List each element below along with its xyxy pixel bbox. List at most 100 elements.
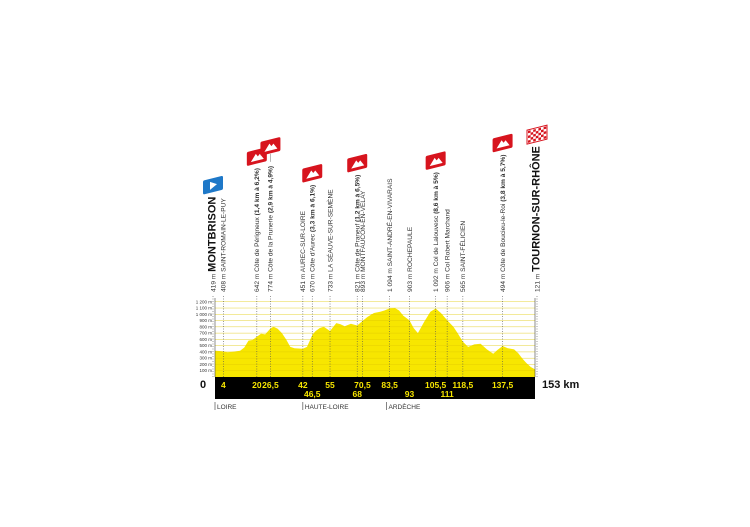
waypoint-label: 642 m Côte de Périgneux (1,4 km à 6,2%) <box>254 168 261 292</box>
checker <box>535 135 539 139</box>
altitude: 494 m <box>500 272 507 292</box>
checker <box>543 126 547 130</box>
checker <box>533 138 536 142</box>
mountain-glyph <box>496 140 510 149</box>
checker <box>543 131 547 135</box>
waypoint: 670 m Côte d'Aurec (3,3 km à 6,1%) <box>302 164 323 377</box>
altitude: 906 m <box>444 272 451 292</box>
checker <box>533 128 536 132</box>
waypoint: 451 m AUREC-SUR-LOIRE <box>300 210 307 377</box>
altitude: 733 m <box>327 272 334 292</box>
climb-detail: (8,6 km à 5%) <box>433 172 440 216</box>
altitude: 642 m <box>254 272 261 292</box>
km-label: 137,5 <box>492 380 514 390</box>
km-label: 26,5 <box>262 380 279 390</box>
department-label: LOIRE <box>214 402 237 411</box>
altitude: 565 m <box>460 272 467 292</box>
place-name: MONTFAUCON-EN-VELAY <box>360 190 367 272</box>
checker <box>535 130 539 134</box>
distance-band <box>215 377 535 399</box>
place-name: SAINT-FÉLICIEN <box>458 221 467 272</box>
checker <box>541 134 544 138</box>
waypoint-label: 821 m Côte de Praneuf (1,2 km à 6,5%) <box>355 175 362 292</box>
department-label: ARDÈCHE <box>386 402 421 411</box>
department-name: ARDÈCHE <box>389 402 421 411</box>
climb-detail: (3,8 km à 5,7%) <box>500 155 507 204</box>
place-name: Côte de Périgneux <box>254 217 261 272</box>
km-label: 68 <box>352 389 362 399</box>
waypoint-label: 419 m MONTBRISON <box>206 197 218 292</box>
km-label: 105,5 <box>425 380 447 390</box>
place-name: Côte de la Prunerie <box>268 215 275 272</box>
arrow-glyph <box>210 181 217 190</box>
checker <box>538 132 541 136</box>
y-tick-label: 200 m <box>199 362 212 367</box>
waypoint: 821 m Côte de Praneuf (1,2 km à 6,5%) <box>347 154 368 377</box>
km-label: 70,5 <box>354 380 371 390</box>
waypoint: 893 m MONTFAUCON-EN-VELAY <box>360 190 367 377</box>
checker <box>533 133 536 137</box>
waypoint-label: 906 m Col Robert Marchand <box>444 209 451 292</box>
checker <box>538 127 541 131</box>
waypoint: 565 m SAINT-FÉLICIEN <box>458 221 467 377</box>
waypoint-label: 451 m AUREC-SUR-LOIRE <box>300 210 307 292</box>
place-name: MONTBRISON <box>206 197 218 272</box>
altitude: 670 m <box>310 272 317 292</box>
waypoint: 121 m TOURNON-SUR-RHÔNE <box>526 124 548 377</box>
place-name: ROCHEPAULE <box>407 226 414 272</box>
waypoint: 494 m Côte de Boucieu-le-Roi (3,8 km à 5… <box>492 133 513 377</box>
waypoint: 419 m MONTBRISON <box>203 175 223 377</box>
place-name: Côte de Boucieu-le-Roi <box>500 203 507 272</box>
y-tick-label: 500 m <box>199 343 212 348</box>
km-label: 42 <box>298 380 308 390</box>
km-label: 20 <box>252 380 262 390</box>
y-tick-label: 100 m <box>199 368 212 373</box>
waypoint-label: 1 092 m Col de Lalouvesc (8,6 km à 5%) <box>433 172 440 292</box>
checker <box>541 129 544 133</box>
climb-detail: (2,9 km à 4,9%) <box>268 166 275 215</box>
waypoint: 408 m SAINT-ROMAIN-LE-PUY <box>221 198 228 377</box>
waypoint-label: 893 m MONTFAUCON-EN-VELAY <box>360 190 367 292</box>
checker <box>543 135 547 140</box>
km-label: 46,5 <box>304 389 321 399</box>
mountain-glyph <box>264 143 278 152</box>
waypoint-label: 1 094 m SAINT-ANDRÉ-EN-VIVARAIS <box>385 178 394 292</box>
checker <box>528 135 531 139</box>
checker <box>530 131 534 136</box>
km-label: 55 <box>325 380 335 390</box>
place-name: Côte de Praneuf <box>355 224 362 272</box>
waypoint-label: 733 m LA SÉAUVE-SUR-SEMÈNE <box>325 189 334 292</box>
mountain-glyph <box>351 160 365 169</box>
mountain-climb-icon <box>260 137 281 156</box>
waypoint-label: 121 m TOURNON-SUR-RHÔNE <box>529 146 542 292</box>
waypoint: 1 094 m SAINT-ANDRÉ-EN-VIVARAIS <box>385 178 394 377</box>
y-tick-label: 400 m <box>199 349 212 354</box>
start-arrow-icon <box>203 175 223 195</box>
checker <box>528 139 531 143</box>
place-name: Col Robert Marchand <box>444 209 451 272</box>
y-tick-label: 800 m <box>199 324 212 329</box>
altitude: 451 m <box>300 272 307 292</box>
distance-label: 153 km <box>542 379 580 391</box>
waypoint: 1 092 m Col de Lalouvesc (8,6 km à 5%) <box>425 151 446 377</box>
finish-flag-icon <box>526 124 548 145</box>
checker <box>528 130 531 134</box>
altitude: 1 094 m <box>387 266 394 292</box>
place-name: Col de Lalouvesc <box>433 215 440 266</box>
altitude: 821 m <box>355 272 362 292</box>
mountain-climb-icon <box>425 151 446 170</box>
elevation-area <box>215 308 535 377</box>
mountain-climb-icon <box>302 164 323 183</box>
y-tick-label: 600 m <box>199 337 212 342</box>
waypoint-label: 903 m ROCHEPAULE <box>407 226 414 292</box>
km-label: 83,5 <box>381 380 398 390</box>
waypoint-label: 774 m Côte de la Prunerie (2,9 km à 4,9%… <box>268 166 275 292</box>
place-name: Côte d'Aurec <box>310 233 317 272</box>
y-tick-label: 1 000 m <box>196 312 213 317</box>
department-name: HAUTE-LOIRE <box>305 404 349 411</box>
altitude: 774 m <box>268 272 275 292</box>
department-name: LOIRE <box>217 404 237 411</box>
altitude: 408 m <box>221 272 228 292</box>
checker <box>530 136 534 140</box>
